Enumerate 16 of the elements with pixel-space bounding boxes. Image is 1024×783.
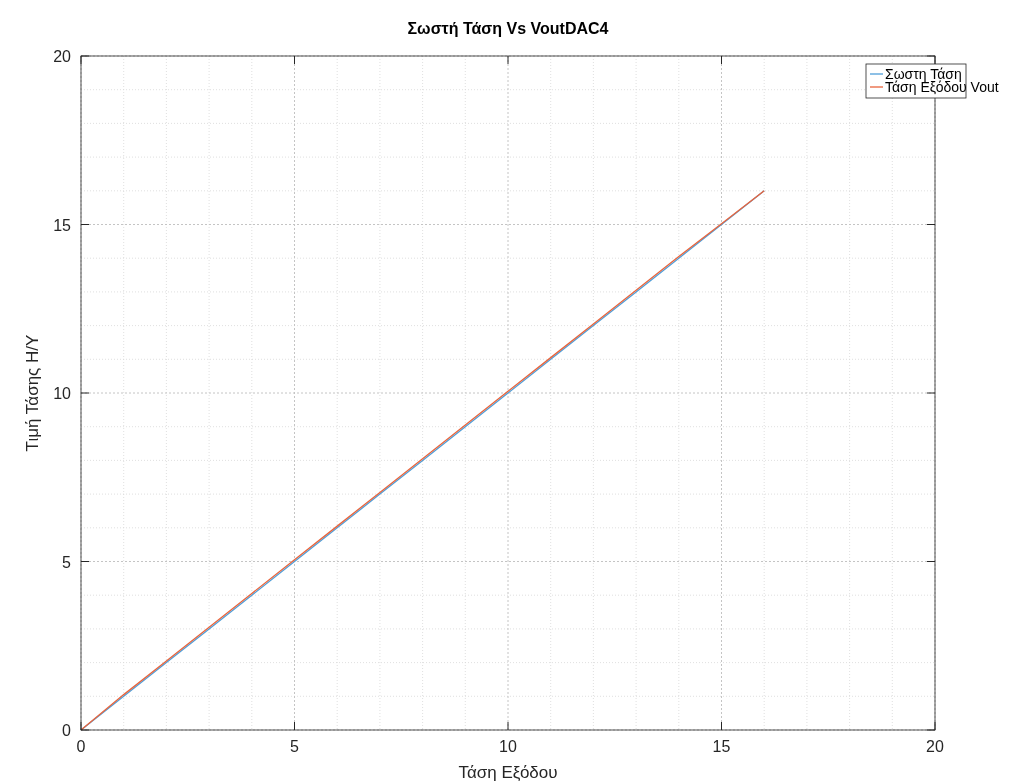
x-tick-label: 0 — [76, 738, 86, 755]
y-axis-title: Τιμή Τάσης Η/Υ — [23, 334, 42, 452]
y-tick-label: 20 — [53, 48, 72, 65]
legend-label: Σωστη Τάση — [885, 66, 962, 82]
line-series — [80, 190, 765, 731]
x-axis-title: Τάση Εξόδου — [458, 763, 558, 782]
legend-label: Τάση Εξόδου Vout — [885, 79, 999, 95]
y-tick-label: 10 — [53, 385, 72, 402]
y-tick-label: 0 — [62, 722, 72, 739]
x-tick-label: 20 — [926, 738, 944, 755]
chart-title: Σωστή Τάση Vs VoutDAC4 — [407, 20, 609, 37]
y-tick-label: 5 — [62, 553, 72, 571]
x-tick-label: 10 — [499, 738, 517, 755]
x-tick-label: 5 — [290, 738, 300, 755]
y-tick-label: 15 — [53, 216, 72, 234]
x-tick-label: 15 — [712, 738, 731, 755]
